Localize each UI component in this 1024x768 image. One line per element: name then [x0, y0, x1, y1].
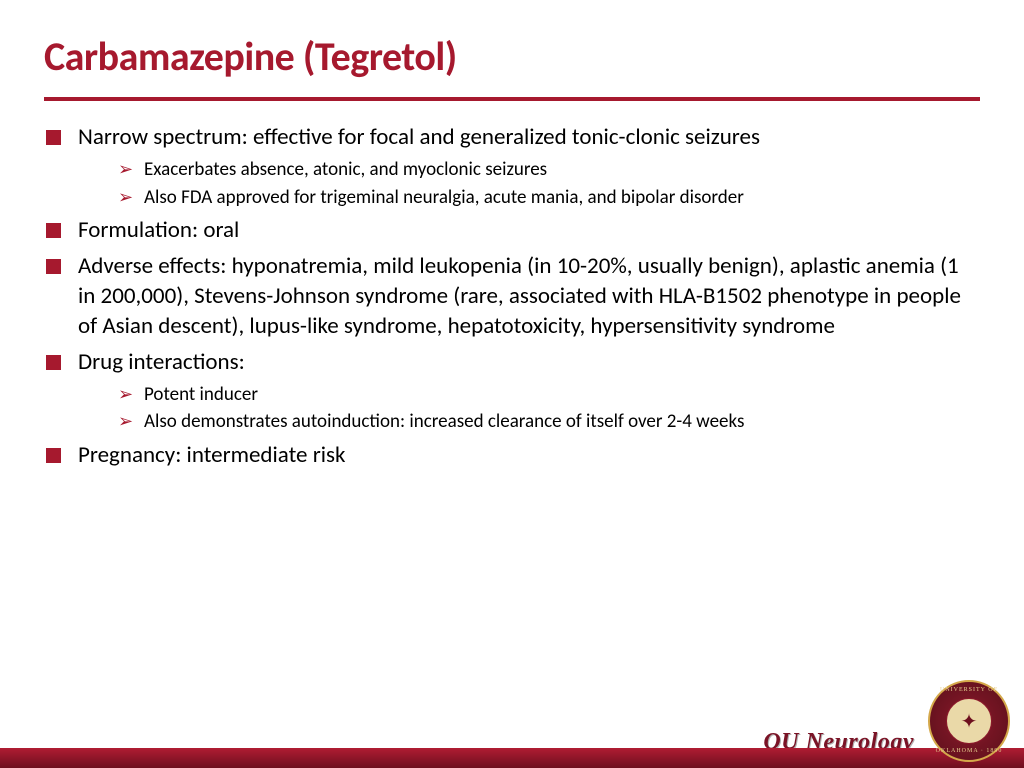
- list-item-text: Formulation: oral: [78, 216, 239, 244]
- page-title: Carbamazepine (Tegretol): [44, 32, 980, 81]
- seal-figure-icon: ✦: [961, 709, 978, 734]
- seal-text-top: UNIVERSITY OF: [930, 687, 1008, 693]
- sub-list: Potent inducer Also demonstrates autoind…: [78, 382, 980, 435]
- sub-list-item: Exacerbates absence, atonic, and myoclon…: [118, 157, 980, 183]
- list-item-text: Adverse effects: hyponatremia, mild leuk…: [78, 252, 961, 340]
- seal-text-bottom: OKLAHOMA · 1890: [930, 748, 1008, 754]
- list-item: Pregnancy: intermediate risk: [44, 441, 980, 471]
- university-seal: UNIVERSITY OF ✦ OKLAHOMA · 1890: [928, 680, 1010, 762]
- sub-list-item: Potent inducer: [118, 382, 980, 408]
- sub-list: Exacerbates absence, atonic, and myoclon…: [78, 157, 980, 210]
- title-divider: [44, 97, 980, 101]
- sub-list-item: Also FDA approved for trigeminal neuralg…: [118, 185, 980, 211]
- seal-outer-ring: UNIVERSITY OF ✦ OKLAHOMA · 1890: [928, 680, 1010, 762]
- list-item-text: Drug interactions:: [78, 348, 245, 376]
- list-item-text: Pregnancy: intermediate risk: [78, 441, 345, 469]
- list-item-text: Narrow spectrum: effective for focal and…: [78, 123, 760, 151]
- seal-inner-circle: ✦: [946, 698, 992, 744]
- list-item: Narrow spectrum: effective for focal and…: [44, 123, 980, 210]
- list-item: Drug interactions: Potent inducer Also d…: [44, 348, 980, 435]
- footer-bar: [0, 748, 1024, 768]
- bullet-list: Narrow spectrum: effective for focal and…: [44, 123, 980, 471]
- list-item: Formulation: oral: [44, 216, 980, 246]
- slide: Carbamazepine (Tegretol) Narrow spectrum…: [0, 0, 1024, 768]
- sub-list-item: Also demonstrates autoinduction: increas…: [118, 409, 980, 435]
- list-item: Adverse effects: hyponatremia, mild leuk…: [44, 252, 980, 342]
